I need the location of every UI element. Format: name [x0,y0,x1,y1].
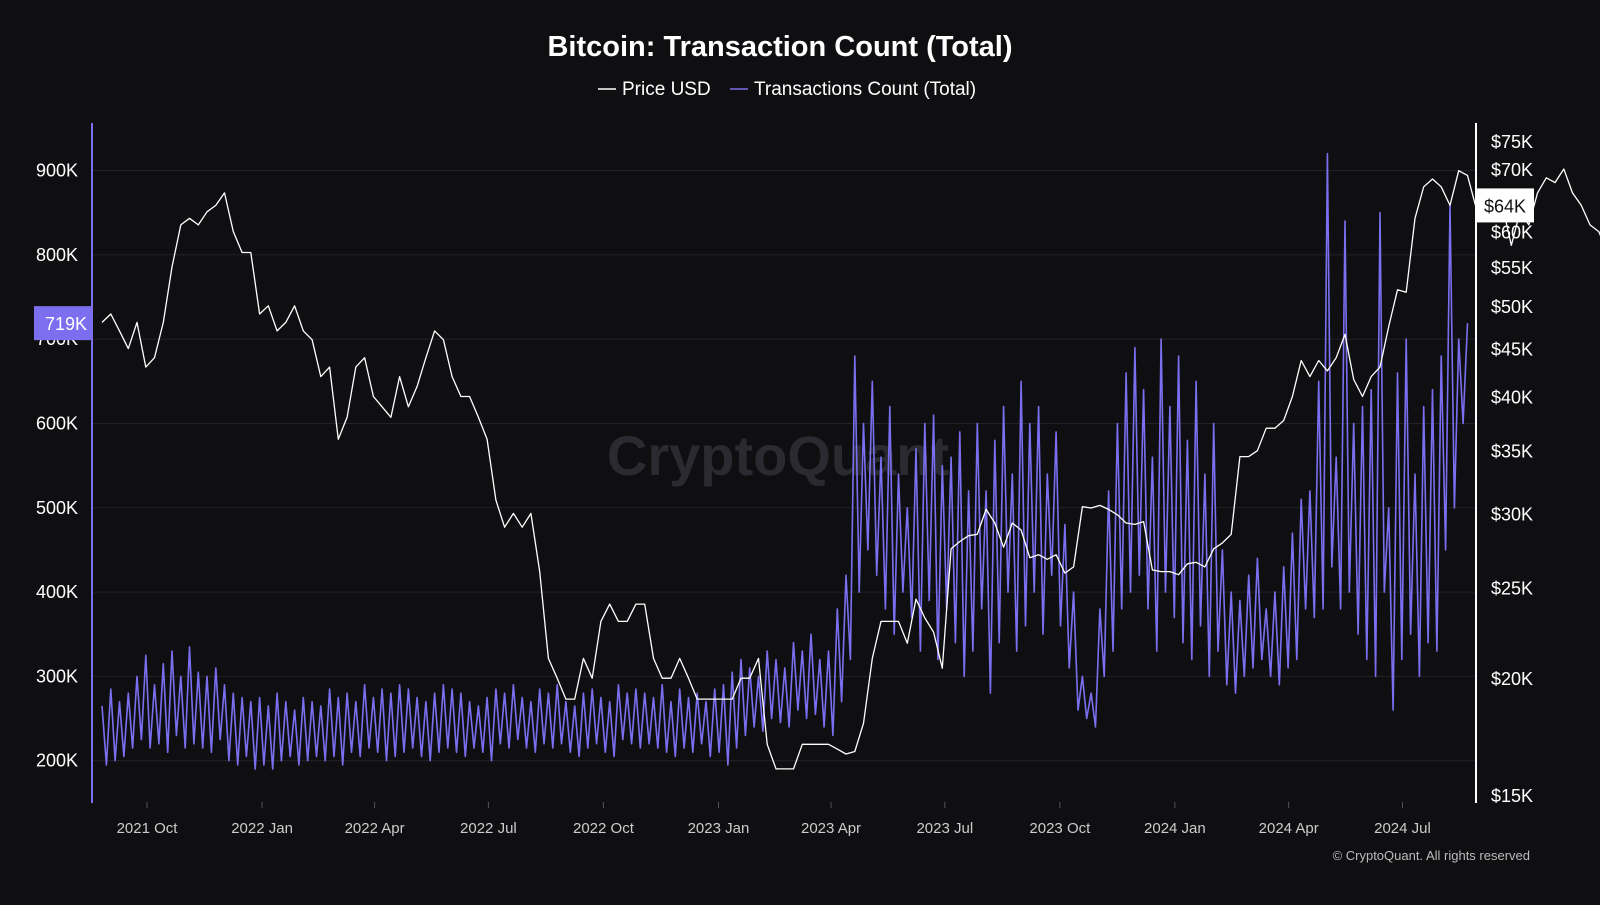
x-tick-label: 2024 Jan [1144,820,1206,837]
y-right-tick-label: $55K [1491,258,1533,278]
x-tick-label: 2022 Oct [573,820,635,837]
footer-copyright: © CryptoQuant. All rights reserved [1333,848,1530,863]
y-left-tick-label: 500K [36,498,78,518]
y-right-tick-label: $75K [1491,132,1533,152]
y-left-tick-label: 400K [36,582,78,602]
y-left-tick-label: 200K [36,751,78,771]
x-tick-label: 2024 Jul [1374,820,1431,837]
x-tick-label: 2023 Jul [916,820,973,837]
y-right-tick-label: $30K [1491,504,1533,524]
y-right-tick-label: $20K [1491,669,1533,689]
chart-title: Bitcoin: Transaction Count (Total) [547,31,1012,63]
legend-label-transactions[interactable]: Transactions Count (Total) [754,79,976,100]
legend: Price USD Transactions Count (Total) [598,79,976,100]
current-price-label: $64K [1484,196,1526,216]
legend-label-price[interactable]: Price USD [622,79,711,100]
y-right-tick-label: $15K [1491,786,1533,806]
x-tick-label: 2021 Oct [117,820,179,837]
y-right-tick-label: $35K [1491,442,1533,462]
x-tick-label: 2023 Jan [688,820,750,837]
current-transactions-label: 719K [45,314,87,334]
x-tick-label: 2023 Apr [801,820,861,837]
y-right-tick-label: $60K [1491,223,1533,243]
y-left-tick-label: 300K [36,666,78,686]
x-tick-label: 2023 Oct [1029,820,1091,837]
y-left-tick-label: 800K [36,245,78,265]
y-left-tick-label: 600K [36,413,78,433]
y-right-tick-label: $70K [1491,160,1533,180]
x-tick-label: 2024 Apr [1259,820,1319,837]
x-tick-label: 2022 Jul [460,820,517,837]
y-right-tick-label: $50K [1491,297,1533,317]
y-right-tick-label: $25K [1491,579,1533,599]
y-right-tick-label: $45K [1491,340,1533,360]
y-right-tick-label: $40K [1491,387,1533,407]
y-left-tick-label: 900K [36,161,78,181]
x-tick-label: 2022 Apr [345,820,405,837]
x-tick-label: 2022 Jan [231,820,293,837]
